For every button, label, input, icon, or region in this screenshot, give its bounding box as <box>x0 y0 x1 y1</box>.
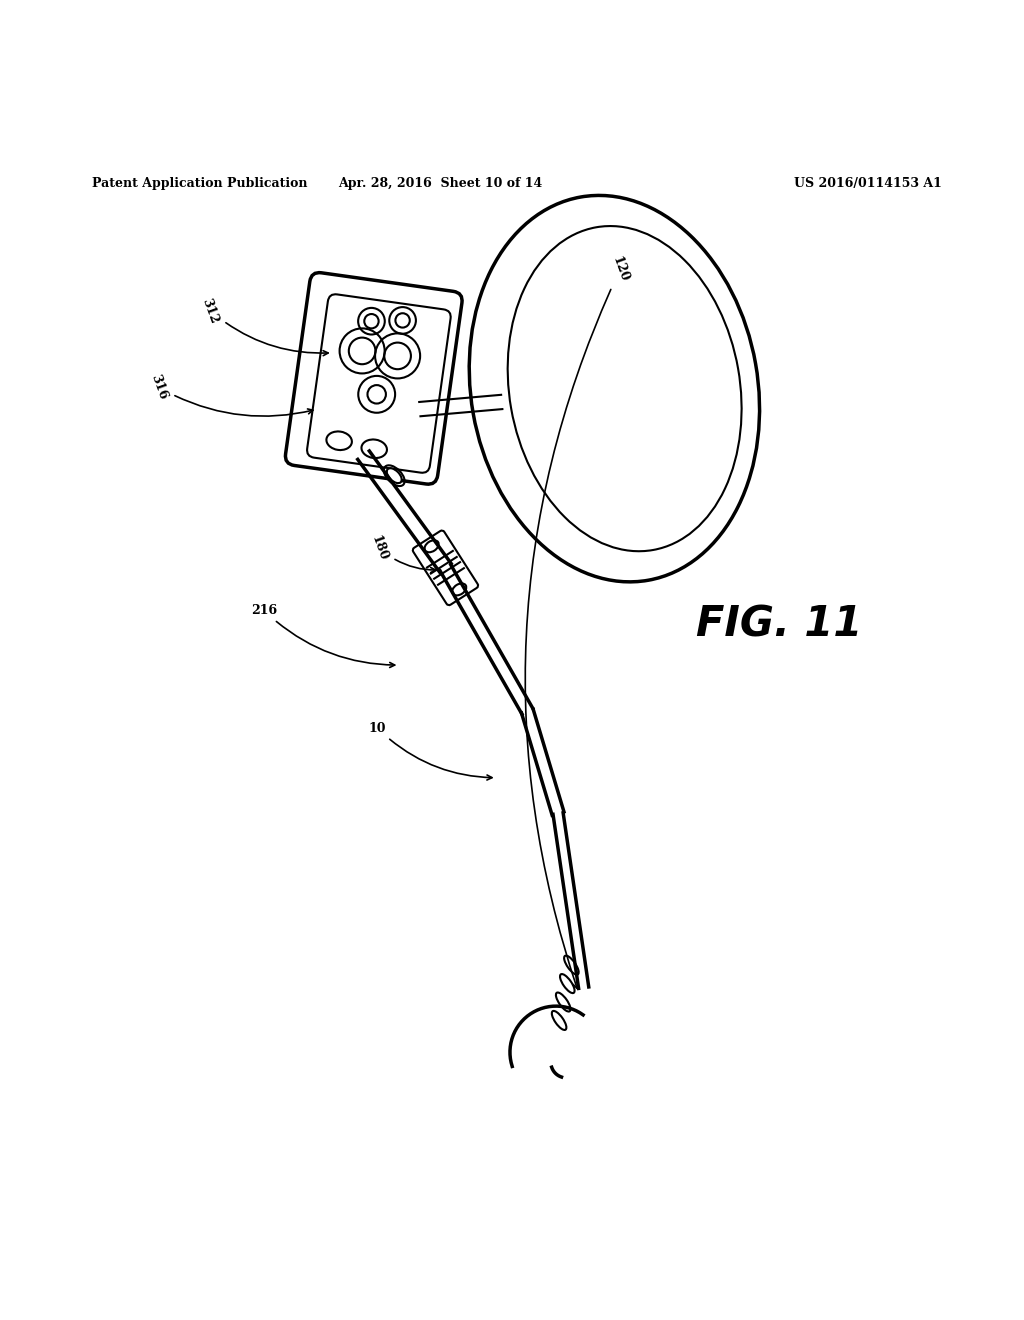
Text: 180: 180 <box>369 533 435 573</box>
Ellipse shape <box>425 540 438 552</box>
Text: 312: 312 <box>200 296 328 355</box>
Text: 120: 120 <box>525 255 631 989</box>
Text: US 2016/0114153 A1: US 2016/0114153 A1 <box>795 177 942 190</box>
Text: 10: 10 <box>369 722 492 780</box>
Text: FIG. 11: FIG. 11 <box>696 603 862 645</box>
Ellipse shape <box>387 469 401 483</box>
Text: 316: 316 <box>148 374 313 416</box>
Text: Patent Application Publication: Patent Application Publication <box>92 177 307 190</box>
Ellipse shape <box>453 583 466 595</box>
Text: Apr. 28, 2016  Sheet 10 of 14: Apr. 28, 2016 Sheet 10 of 14 <box>338 177 543 190</box>
Text: 216: 216 <box>251 605 394 668</box>
